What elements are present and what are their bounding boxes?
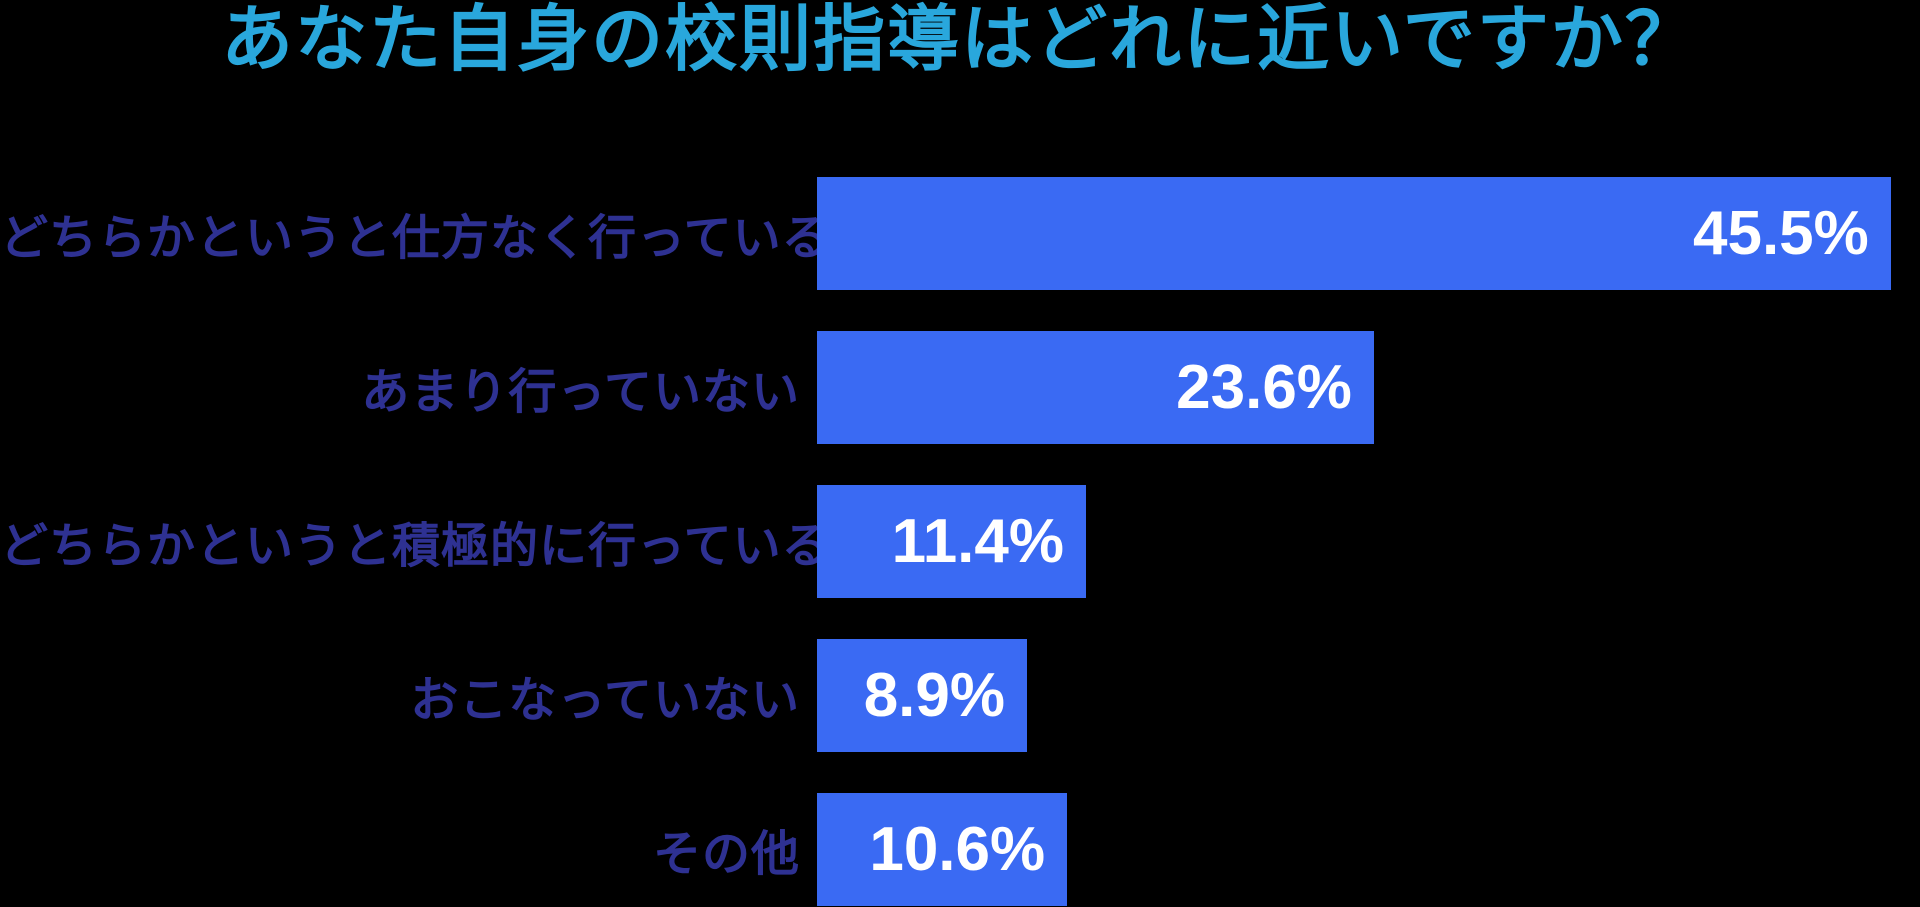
chart-title: あなた自身の校則指導はどれに近いですか？ (221, 0, 1699, 80)
bar-row: あまり行っていない 23.6% (0, 310, 1920, 464)
bar-track: 45.5% (817, 176, 1920, 290)
bar-row: どちらかというと仕方なく行っている 45.5% (0, 156, 1920, 310)
bar-track: 8.9% (817, 638, 1920, 752)
category-label: あまり行っていない (361, 366, 800, 419)
bar-row: おこなっていない 8.9% (0, 618, 1920, 772)
bar-track: 11.4% (817, 484, 1920, 598)
bar-value-label: 10.6% (869, 814, 1046, 884)
bar: 23.6% (817, 330, 1374, 444)
bar-value-label: 23.6% (1176, 352, 1352, 422)
category-label: その他 (652, 828, 800, 881)
category-label: どちらかというと積極的に行っている (0, 520, 831, 573)
bar-track: 23.6% (817, 330, 1920, 444)
bar: 10.6% (817, 792, 1068, 906)
bar-value-label: 11.4% (891, 506, 1065, 576)
bar-row: どちらかというと積極的に行っている 11.4% (0, 464, 1920, 618)
bar: 8.9% (817, 638, 1028, 752)
category-label: どちらかというと仕方なく行っている (0, 212, 831, 265)
bar-value-label: 8.9% (863, 660, 1006, 730)
bar-row: その他 10.6% (0, 772, 1920, 907)
category-label: おこなっていない (410, 674, 800, 727)
bar-value-label: 45.5% (1692, 198, 1869, 268)
bar-rows: どちらかというと仕方なく行っている 45.5% あまり行っていない 23.6% … (0, 156, 1920, 907)
bar: 11.4% (817, 484, 1087, 598)
bar-track: 10.6% (817, 792, 1920, 906)
bar: 45.5% (817, 176, 1891, 290)
